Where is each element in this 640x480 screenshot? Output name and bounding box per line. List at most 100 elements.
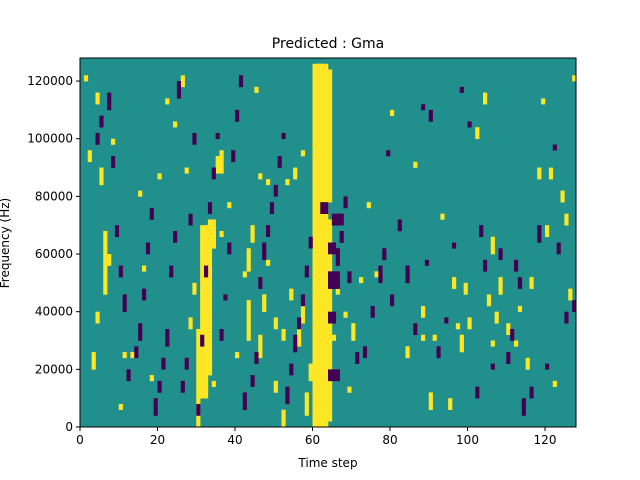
heatmap-cell-high [324, 115, 329, 134]
heatmap-cell-low [145, 242, 151, 255]
heatmap-cell-high [165, 98, 170, 105]
heatmap-cell-high [548, 167, 554, 180]
heatmap-cell-low [161, 357, 166, 370]
x-tick-label: 20 [150, 433, 165, 447]
heatmap-cell-low [111, 156, 116, 168]
heatmap-cell-low [517, 277, 523, 289]
heatmap-cell-high [103, 230, 108, 295]
heatmap-cell-low [572, 300, 577, 312]
heatmap-cell-low [331, 213, 344, 226]
heatmap-cell-low [231, 150, 236, 163]
heatmap-cell-high [200, 225, 209, 399]
heatmap-cell-high [572, 75, 577, 82]
heatmap-cell-high [300, 305, 306, 324]
heatmap-cell-high [266, 179, 271, 186]
heatmap-cell-low [235, 109, 240, 122]
heatmap-cell-low [304, 265, 309, 278]
y-tick-label: 100000 [27, 132, 73, 146]
x-axis-label: Time step [297, 456, 357, 470]
heatmap-cell-high [250, 225, 255, 243]
heatmap-cell-low [107, 92, 112, 111]
heatmap-cell-high [207, 219, 213, 370]
heatmap-cell-low [273, 184, 278, 197]
heatmap-cell-high [304, 392, 309, 416]
heatmap-cell-high [142, 265, 147, 272]
heatmap-cell-high [320, 69, 333, 203]
heatmap-cell-high [324, 340, 329, 353]
heatmap-cell-high [560, 190, 565, 203]
heatmap-cell-high [343, 311, 348, 318]
x-tick-label: 120 [534, 433, 557, 447]
heatmap-cell-low [118, 265, 123, 278]
heatmap-cell-high [173, 121, 178, 128]
heatmap-cell-low [428, 109, 433, 122]
heatmap-cell-high [262, 294, 267, 312]
heatmap-cell-low [328, 271, 340, 289]
heatmap-cell-high [390, 109, 395, 116]
heatmap-cell-high [300, 150, 306, 157]
heatmap-cell-low [421, 104, 426, 111]
heatmap-cell-high [211, 219, 216, 249]
heatmap-cell-high [413, 161, 418, 168]
heatmap-cell-high [359, 277, 364, 284]
x-tick-label: 40 [227, 433, 242, 447]
heatmap-cell-low [188, 213, 193, 226]
heatmap-cell-high [552, 380, 557, 387]
heatmap-cell-low [514, 259, 519, 272]
heatmap-cell-low [320, 202, 329, 214]
heatmap-cell-low [475, 386, 480, 399]
heatmap-cell-low [413, 323, 418, 336]
heatmap-cell-high [118, 403, 123, 411]
heatmap-cell-low [207, 202, 213, 214]
heatmap-cell-low [529, 386, 534, 399]
chart-title: Predicted : Gma [272, 36, 384, 52]
heatmap-cell-high [421, 334, 426, 341]
heatmap-cell-high [91, 352, 96, 370]
heatmap-cell-high [242, 271, 247, 278]
heatmap-cell-high [215, 156, 224, 174]
heatmap-cell-low [390, 294, 395, 307]
heatmap-cell-high [517, 305, 523, 312]
heatmap-cell-high [281, 409, 286, 428]
heatmap-cell-low [215, 132, 220, 140]
heatmap-cell-low [184, 357, 189, 370]
heatmap-cell-low [169, 265, 174, 278]
heatmap-cell-low [269, 202, 275, 214]
heatmap-cell-low [196, 403, 201, 416]
heatmap-cell-low [157, 380, 162, 393]
heatmap-cell-high [335, 288, 340, 295]
heatmap-cell-low [153, 398, 158, 416]
heatmap-cell-low [355, 352, 360, 364]
heatmap-cell-high [529, 277, 534, 289]
heatmap-cell-low [200, 334, 205, 347]
heatmap-cell-high [219, 230, 224, 238]
heatmap-cell-high [246, 300, 251, 341]
y-tick-label: 120000 [27, 74, 73, 88]
heatmap-cell-high [440, 213, 445, 220]
heatmap-cell-low [424, 259, 430, 266]
y-tick-label: 0 [65, 420, 73, 434]
heatmap-cell-high [525, 357, 530, 370]
heatmap-cell-low [258, 277, 263, 289]
heatmap-cell-high [273, 317, 278, 330]
heatmap-cell-low [219, 328, 224, 341]
heatmap-cell-low [176, 81, 182, 99]
heatmap-cell-high [83, 75, 89, 82]
x-tick-label: 0 [76, 433, 84, 447]
heatmap-cell-low [452, 242, 457, 249]
heatmap-cell-low [436, 346, 441, 359]
heatmap-cell-low [397, 219, 402, 232]
heatmap-cell-high [568, 288, 573, 301]
heatmap-cell-high [157, 173, 162, 180]
heatmap-cell-high [374, 271, 379, 278]
heatmap-cell-high [564, 213, 569, 226]
heatmap-cell-low [126, 369, 131, 382]
heatmap-cell-low [564, 311, 569, 324]
heatmap-cell-low [521, 398, 526, 416]
heatmap-cell-low [223, 294, 228, 301]
heatmap-cell-high [297, 323, 302, 347]
heatmap-cell-low [293, 334, 298, 353]
plot-frame [79, 57, 577, 428]
heatmap-cell-low [545, 363, 550, 370]
